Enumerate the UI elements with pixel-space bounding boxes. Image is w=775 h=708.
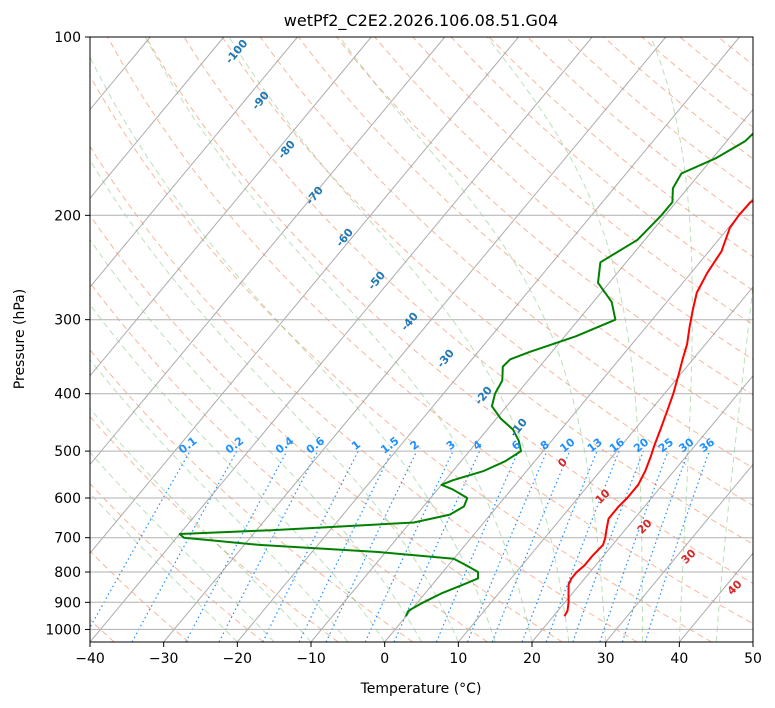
moist-adiabat-line (90, 358, 349, 642)
x-tick-label: 10 (449, 651, 467, 667)
plot-area (90, 37, 753, 642)
isotherm-line (531, 374, 753, 642)
isotherm-line (90, 37, 446, 466)
dry-adiabat-line (90, 348, 414, 642)
y-tick-label: 700 (54, 531, 81, 547)
y-tick-label: 400 (54, 387, 81, 403)
isotherm-line (90, 37, 298, 288)
moist-adiabat-line (228, 37, 570, 642)
isotherm-line (90, 37, 225, 200)
isotherm-line (163, 37, 667, 642)
y-tick-label: 900 (54, 595, 81, 611)
isotherm-line (90, 37, 372, 377)
y-axis-label: Pressure (hPa) (12, 289, 28, 389)
mixing-ratio-line (298, 450, 393, 642)
moist-adiabat-line (144, 37, 533, 642)
x-tick-label: 0 (380, 651, 389, 667)
x-axis-ticks: −40 −30 −20 −10 0 10 20 30 40 50 (75, 642, 762, 667)
y-tick-label: 200 (54, 208, 81, 224)
x-tick-label: 20 (523, 651, 541, 667)
y-tick-label: 800 (54, 565, 81, 581)
mixing-ratio-line (364, 450, 454, 642)
moist-adiabat-line (339, 37, 607, 642)
isotherm-line (236, 37, 740, 642)
mixing-ratio-line (325, 450, 418, 642)
temperature-profile-line (563, 199, 753, 617)
y-tick-label: 100 (54, 30, 81, 46)
x-tick-label: −20 (223, 651, 253, 667)
sounding-series (178, 132, 753, 617)
y-tick-label: 1000 (45, 622, 81, 638)
isotherm-line (90, 37, 593, 642)
x-tick-label: −30 (149, 651, 179, 667)
isotherm-line (310, 108, 753, 642)
isotherm-line (605, 463, 753, 642)
dry-adiabat-line (90, 74, 712, 642)
x-tick-label: 30 (597, 651, 615, 667)
dewpoint-profile-line (178, 132, 753, 617)
isotherms (90, 37, 753, 642)
isotherm-line (90, 37, 519, 554)
moist-adiabat-line (715, 280, 753, 642)
x-tick-label: 50 (744, 651, 762, 667)
mixing-ratio-line (621, 450, 690, 642)
dry-adiabat-line (374, 37, 753, 361)
isotherm-line (384, 197, 753, 642)
dry-adiabat-line (336, 37, 753, 396)
dry-adiabat-line (90, 550, 190, 642)
mixing-ratio-line (185, 450, 288, 642)
dry-adiabat-line (90, 482, 264, 642)
y-axis-ticks: 100 200 300 400 500 600 700 800 900 1000 (45, 30, 90, 638)
x-tick-label: −40 (75, 651, 105, 667)
dry-adiabat-line (412, 37, 753, 326)
plot-frame (89, 36, 754, 643)
moist-adiabat-line (90, 238, 422, 642)
mixing-ratio-line (545, 450, 620, 642)
moist-adiabat-line (90, 407, 312, 642)
y-tick-label: 500 (54, 444, 81, 460)
chart-title: wetPf2_C2E2.2026.106.08.51.G04 (284, 11, 558, 31)
y-tick-label: 600 (54, 491, 81, 507)
isotherm-line (457, 286, 753, 642)
x-tick-label: −10 (296, 651, 326, 667)
moist-adiabat-line (90, 303, 386, 642)
x-tick-label: 40 (670, 651, 688, 667)
y-tick-label: 300 (54, 313, 81, 329)
moist-adiabat-line (650, 37, 693, 642)
mixing-ratio-line (521, 450, 598, 642)
x-axis-label: Temperature (°C) (360, 681, 482, 697)
moist-adiabat-line (90, 159, 459, 642)
moist-adiabat-line (486, 37, 643, 642)
